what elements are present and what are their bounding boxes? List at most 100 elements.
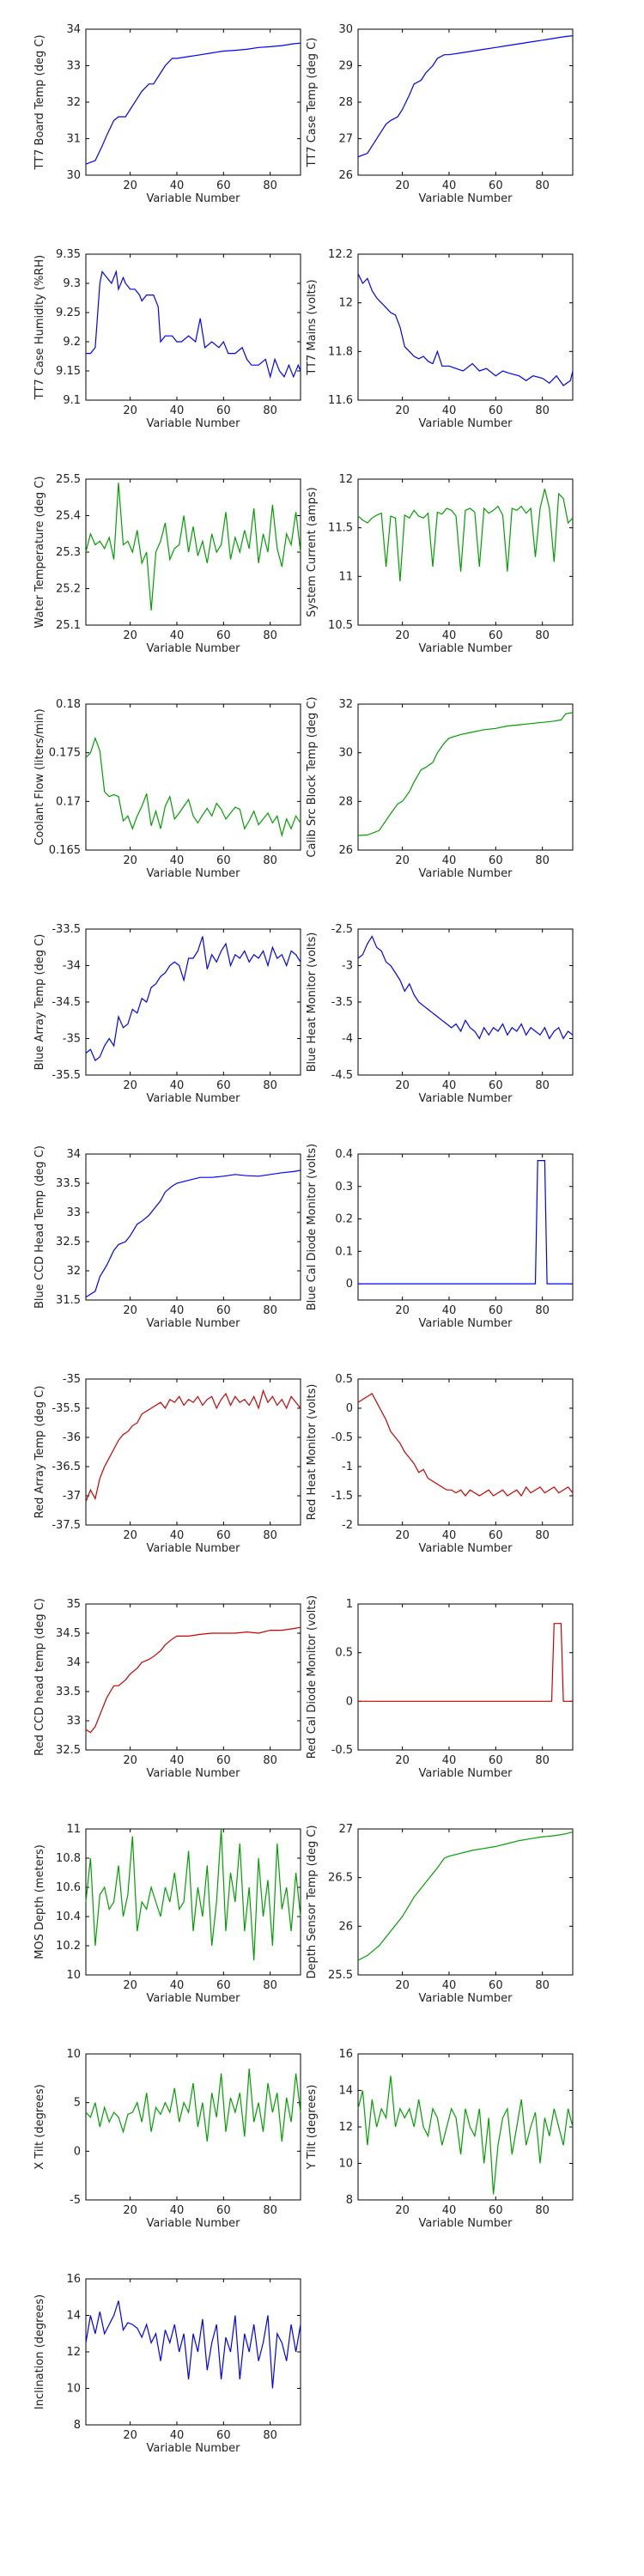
y-tick-label: -0.5 (331, 1744, 353, 1757)
y-tick-label: 9.15 (56, 365, 81, 378)
y-tick-label: 35 (66, 1598, 81, 1611)
x-tick-label: 80 (535, 629, 550, 642)
y-axis-label: Inclination (degrees) (33, 2294, 46, 2409)
x-tick-label: 80 (263, 2204, 277, 2217)
series-line (85, 1170, 301, 1298)
x-tick-label: 40 (170, 404, 185, 417)
x-axis-label: Variable Number (147, 1767, 241, 1780)
x-tick-label: 60 (216, 1304, 231, 1317)
y-tick-label: 10.4 (56, 1911, 81, 1923)
y-axis-label: Blue Heat Monitor (volts) (306, 933, 319, 1072)
y-tick-label: 12.2 (328, 248, 353, 261)
x-tick-label: 40 (442, 2204, 457, 2217)
y-axis-label: Blue Cal Diode Monitor (volts) (306, 1144, 319, 1310)
x-axis-label: Variable Number (419, 1542, 513, 1555)
y-tick-label: 32 (66, 1265, 81, 1278)
x-tick-label: 40 (170, 2204, 185, 2217)
y-tick-label: 33 (66, 1715, 81, 1728)
y-tick-label: 11.6 (328, 394, 353, 407)
y-tick-label: 16 (338, 2048, 353, 2061)
x-tick-label: 20 (123, 2429, 137, 2442)
x-axis-label: Variable Number (147, 1092, 241, 1105)
y-tick-label: -35 (63, 1033, 81, 1046)
chart-panel-14: -2 -1.5 -1 -0.5 0 0.5 20 40 60 80 Variable Number R… (306, 1373, 574, 1555)
y-tick-label: 0.1 (335, 1245, 353, 1258)
x-tick-label: 60 (216, 1979, 231, 1992)
y-tick-label: 0.17 (56, 795, 81, 808)
y-tick-label: 14 (66, 2310, 81, 2323)
y-axis-label: MOS Depth (meters) (33, 1844, 46, 1959)
x-tick-label: 60 (216, 2429, 231, 2442)
x-tick-label: 40 (442, 179, 457, 192)
x-tick-label: 60 (489, 1079, 503, 1092)
y-tick-label: -36.5 (52, 1461, 81, 1473)
x-tick-label: 40 (170, 1979, 185, 1992)
y-tick-label: -4 (342, 1033, 353, 1046)
x-tick-label: 80 (535, 404, 550, 417)
x-tick-label: 80 (263, 1754, 277, 1767)
y-tick-label: 27 (338, 133, 353, 146)
y-tick-label: 26 (338, 1920, 353, 1933)
y-tick-label: 14 (338, 2085, 353, 2098)
x-tick-label: 80 (263, 1304, 277, 1317)
chart-panel-10: -4.5 -4 -3.5 -3 -2.5 20 40 60 80 Variable Number B… (306, 923, 574, 1105)
x-tick-label: 80 (535, 1979, 550, 1992)
x-tick-label: 20 (395, 629, 410, 642)
y-tick-label: 8 (346, 2194, 353, 2207)
x-axis-label: Variable Number (147, 417, 241, 430)
y-axis-label: Coolant Flow (liters/min) (33, 708, 46, 845)
chart-panel-11: 31.5 32 32.5 33 33.5 34 20 40 60 80 Variable Numbe… (33, 1145, 301, 1330)
plot-frame (357, 1603, 574, 1751)
y-axis-label: Red Array Temp (deg C) (33, 1386, 46, 1519)
x-tick-label: 40 (170, 179, 185, 192)
y-tick-label: 10.8 (56, 1852, 81, 1865)
x-tick-label: 60 (489, 179, 503, 192)
x-tick-label: 40 (442, 404, 457, 417)
x-axis-label: Variable Number (419, 417, 513, 430)
chart-panel-8: 26 28 30 32 20 40 60 80 Variable Number Calib Src… (306, 696, 574, 880)
x-axis-label: Variable Number (419, 192, 513, 205)
y-tick-label: 16 (66, 2273, 81, 2286)
plot-frame (357, 1378, 574, 1526)
x-tick-label: 20 (395, 179, 410, 192)
x-tick-label: 20 (123, 179, 137, 192)
y-tick-label: 1 (346, 1598, 353, 1611)
y-tick-label: 28 (338, 96, 353, 109)
x-axis-label: Variable Number (147, 1992, 241, 2005)
y-tick-label: -1 (342, 1461, 353, 1473)
y-tick-label: 32.5 (56, 1236, 81, 1249)
y-axis-label: Water Temperature (deg C) (33, 477, 46, 629)
x-tick-label: 40 (442, 1304, 457, 1317)
x-tick-label: 20 (123, 1979, 137, 1992)
chart-panel-19: -5 0 5 10 20 40 60 80 Variable Number X Tilt (deg… (33, 2048, 301, 2230)
y-tick-label: 32 (66, 96, 81, 109)
plot-frame (85, 2053, 301, 2201)
y-tick-label: 33.5 (56, 1177, 81, 1190)
y-tick-label: 27 (338, 1823, 353, 1836)
y-tick-label: 9.3 (63, 277, 81, 290)
y-tick-label: 26 (338, 844, 353, 857)
chart-panel-2: 26 27 28 29 30 20 40 60 80 Variable Number TT7 Cas… (306, 23, 574, 205)
y-tick-label: 34 (66, 1148, 81, 1161)
y-tick-label: -35.5 (52, 1069, 81, 1082)
x-tick-label: 20 (123, 1529, 137, 1542)
chart-panel-13: -37.5 -37 -36.5 -36 -35.5 -35 20 40 60 80 Variable… (33, 1373, 301, 1555)
y-axis-label: Red Heat Monitor (volts) (306, 1384, 319, 1521)
y-tick-label: -35.5 (52, 1402, 81, 1415)
y-tick-label: 0.165 (49, 844, 81, 857)
y-tick-label: 30 (338, 747, 353, 760)
x-tick-label: 20 (123, 1754, 137, 1767)
y-tick-label: 33 (66, 1206, 81, 1219)
chart-panel-15: 32.5 33 33.5 34 34.5 35 20 40 60 80 Variable Numbe… (33, 1598, 301, 1780)
x-tick-label: 20 (395, 1754, 410, 1767)
plot-frame (85, 1378, 301, 1526)
x-tick-label: 60 (489, 2204, 503, 2217)
y-tick-label: 33.5 (56, 1686, 81, 1698)
x-tick-label: 40 (170, 1529, 185, 1542)
y-tick-label: 0 (346, 1278, 353, 1291)
y-tick-label: -1.5 (331, 1490, 353, 1503)
series-line (357, 2075, 574, 2195)
chart-panel-3: 9.1 9.15 9.2 9.25 9.3 9.35 20 40 60 80 Variable Nu… (33, 248, 301, 430)
y-tick-label: 29 (338, 60, 353, 73)
